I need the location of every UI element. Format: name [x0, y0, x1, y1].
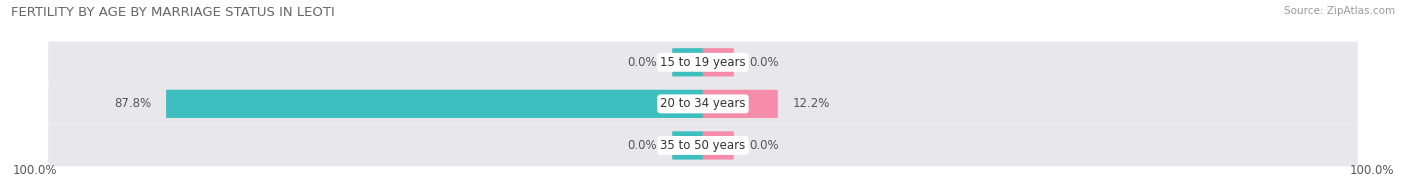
FancyBboxPatch shape	[703, 48, 734, 76]
FancyBboxPatch shape	[672, 48, 703, 76]
Text: 12.2%: 12.2%	[793, 97, 830, 110]
Text: 87.8%: 87.8%	[114, 97, 150, 110]
Text: 15 to 19 years: 15 to 19 years	[661, 56, 745, 69]
FancyBboxPatch shape	[48, 125, 1358, 166]
Text: 35 to 50 years: 35 to 50 years	[661, 139, 745, 152]
FancyBboxPatch shape	[48, 83, 1358, 125]
Text: 0.0%: 0.0%	[749, 139, 779, 152]
Text: 100.0%: 100.0%	[1350, 164, 1393, 177]
FancyBboxPatch shape	[672, 131, 703, 160]
Text: 0.0%: 0.0%	[749, 56, 779, 69]
FancyBboxPatch shape	[703, 90, 778, 118]
Text: 20 to 34 years: 20 to 34 years	[661, 97, 745, 110]
Text: 0.0%: 0.0%	[627, 139, 657, 152]
Text: 100.0%: 100.0%	[13, 164, 56, 177]
Text: FERTILITY BY AGE BY MARRIAGE STATUS IN LEOTI: FERTILITY BY AGE BY MARRIAGE STATUS IN L…	[11, 6, 335, 19]
FancyBboxPatch shape	[48, 42, 1358, 83]
Text: 0.0%: 0.0%	[627, 56, 657, 69]
FancyBboxPatch shape	[166, 90, 703, 118]
FancyBboxPatch shape	[703, 131, 734, 160]
Text: Source: ZipAtlas.com: Source: ZipAtlas.com	[1284, 6, 1395, 16]
